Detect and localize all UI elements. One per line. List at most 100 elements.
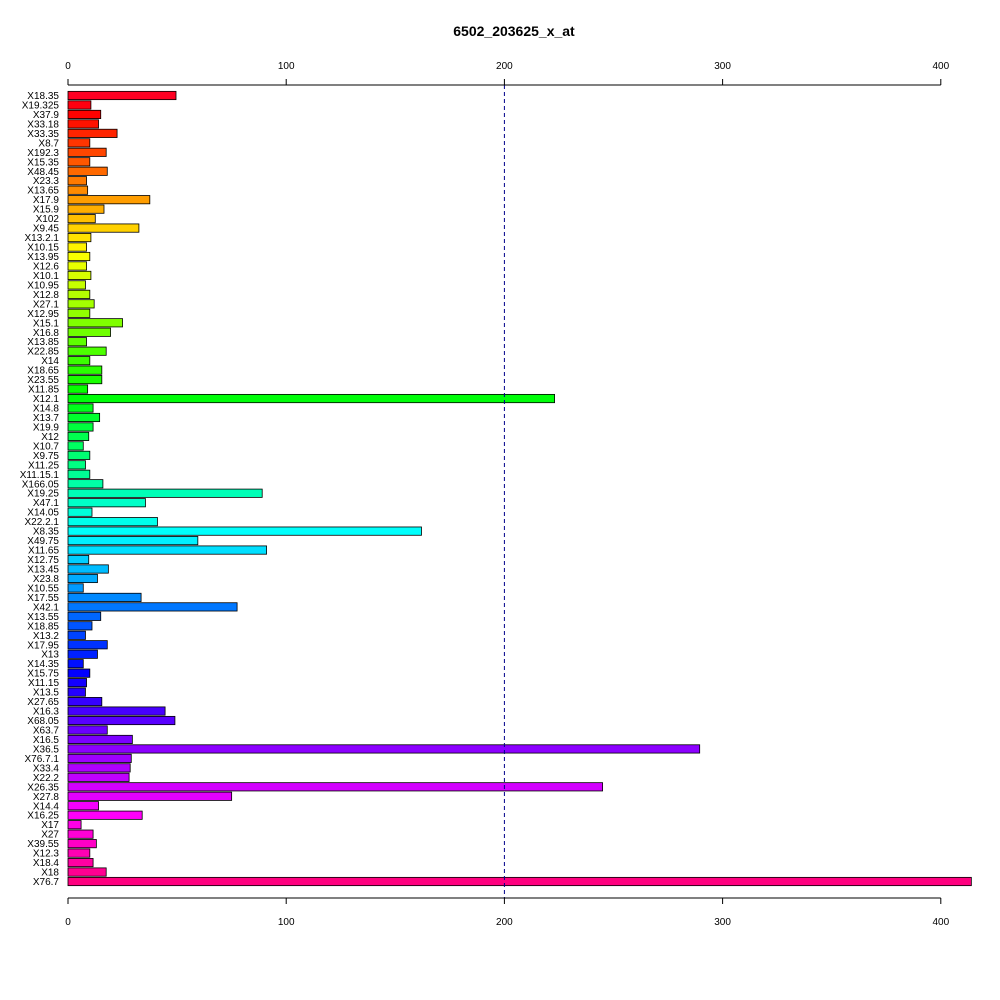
tick-label: 100 — [278, 917, 295, 928]
category-label: X16.8 — [33, 328, 60, 339]
bar — [67, 820, 82, 830]
bar — [67, 763, 131, 773]
bar — [67, 649, 98, 659]
tick-label: 200 — [496, 917, 513, 928]
bars-layer — [67, 90, 972, 887]
bar — [67, 876, 972, 887]
category-label: X102 — [36, 214, 60, 225]
category-label: X19.325 — [22, 100, 60, 111]
bar — [67, 185, 89, 195]
bar — [67, 232, 92, 243]
category-label: X27 — [41, 830, 59, 841]
category-label: X10.1 — [33, 271, 60, 282]
category-label: X12.1 — [33, 394, 60, 405]
bar — [67, 583, 84, 593]
category-label: X16.5 — [33, 735, 60, 746]
category-label: X36.5 — [33, 744, 60, 755]
category-label: X76.7 — [33, 877, 60, 888]
bar — [67, 119, 99, 129]
bar — [67, 280, 86, 290]
category-labels: X18.35X19.325X37.9X33.18X33.35X8.7X192.3… — [20, 91, 60, 888]
bar — [67, 223, 140, 233]
category-label: X76.7.1 — [25, 754, 60, 765]
bar — [67, 138, 91, 148]
tick-label: 400 — [932, 917, 949, 928]
bar — [67, 393, 555, 404]
tick-label: 0 — [65, 917, 71, 928]
category-label: X18.65 — [27, 366, 59, 377]
category-label: X33.35 — [27, 129, 59, 140]
bar — [67, 715, 176, 726]
bar — [67, 573, 98, 584]
bar — [67, 858, 94, 868]
category-label: X22.2.1 — [25, 517, 60, 528]
bar — [67, 753, 132, 763]
category-label: X15.1 — [33, 318, 60, 329]
category-label: X8.35 — [33, 527, 60, 538]
chart-title: 6502_203625_x_at — [453, 23, 575, 39]
bar — [67, 564, 109, 574]
category-label: X26.35 — [27, 782, 59, 793]
category-label: X18.85 — [27, 621, 59, 632]
category-label: X16.25 — [27, 811, 59, 822]
bar — [67, 791, 233, 801]
category-label: X13.7 — [33, 413, 60, 424]
bar — [67, 659, 84, 669]
category-label: X63.7 — [33, 725, 60, 736]
bar — [67, 412, 101, 423]
category-label: X27.1 — [33, 299, 60, 310]
category-label: X27.8 — [33, 792, 60, 803]
category-label: X18 — [41, 868, 59, 879]
category-label: X14 — [41, 356, 59, 367]
bar — [67, 668, 91, 678]
category-label: X23.55 — [27, 375, 59, 386]
bar — [67, 725, 108, 735]
bar — [67, 630, 86, 640]
category-label: X192.3 — [27, 148, 59, 159]
category-label: X14.05 — [27, 508, 59, 519]
category-label: X11.85 — [28, 385, 59, 396]
category-label: X166.05 — [22, 479, 60, 490]
category-label: X13.95 — [27, 252, 59, 263]
bar — [67, 734, 133, 745]
bar — [67, 365, 103, 375]
bar — [67, 848, 91, 858]
category-label: X33.4 — [33, 763, 60, 774]
category-label: X18.4 — [33, 858, 60, 869]
bar — [67, 782, 603, 792]
category-label: X17.55 — [27, 593, 59, 604]
tick-label: 300 — [714, 61, 731, 72]
bar — [67, 109, 102, 119]
category-label: X47.1 — [33, 498, 60, 509]
tick-label: 100 — [278, 61, 295, 72]
bar — [67, 299, 95, 309]
bar — [67, 318, 123, 328]
category-label: X12.95 — [27, 309, 59, 320]
category-label: X11.25 — [28, 460, 59, 471]
category-label: X22.85 — [27, 347, 59, 358]
category-label: X16.3 — [33, 707, 60, 718]
bar — [67, 460, 86, 470]
bar — [67, 697, 103, 707]
category-label: X12.6 — [33, 261, 60, 272]
category-label: X13.45 — [27, 565, 59, 576]
category-label: X17.9 — [33, 195, 60, 206]
category-label: X9.75 — [33, 451, 60, 462]
category-label: X22.2 — [33, 773, 60, 784]
bottom-axis: 0 100 200 300 400 — [65, 897, 950, 928]
bar — [67, 810, 143, 820]
bar — [67, 384, 89, 394]
category-label: X12.8 — [33, 290, 60, 301]
tick-label: 300 — [714, 917, 731, 928]
category-label: X13.5 — [33, 688, 60, 699]
bar — [67, 346, 107, 356]
bar — [67, 640, 108, 650]
category-label: X9.45 — [33, 224, 60, 235]
category-label: X23.3 — [33, 176, 60, 187]
category-label: X14.35 — [27, 659, 59, 670]
bar — [67, 337, 87, 347]
bar — [67, 422, 94, 432]
category-label: X27.65 — [27, 697, 59, 708]
bar — [67, 772, 130, 782]
